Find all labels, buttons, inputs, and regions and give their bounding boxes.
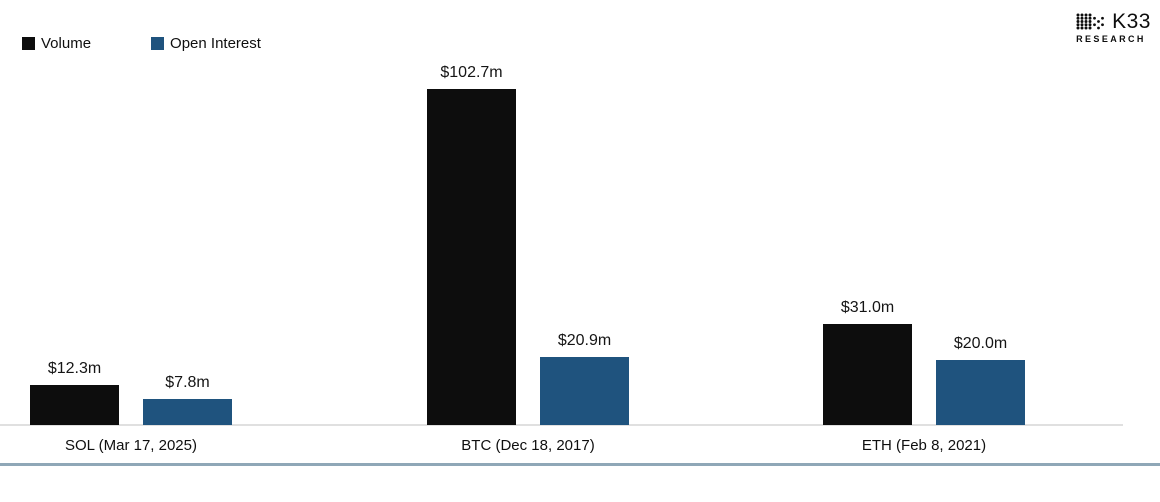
bar-volume-eth: $31.0m — [823, 299, 912, 425]
legend-item-open-interest: Open Interest — [151, 35, 261, 52]
category-label-eth: ETH (Feb 8, 2021) — [861, 437, 987, 454]
bar-value-label: $20.9m — [557, 332, 612, 349]
k33-research-logo: K33 RESEARCH — [1076, 11, 1151, 44]
bar-open-interest-eth: $20.0m — [936, 335, 1025, 425]
bottom-rule — [0, 463, 1160, 466]
legend-label-volume: Volume — [41, 35, 92, 52]
bar-value-label: $7.8m — [165, 374, 210, 391]
bar-volume-btc: $102.7m — [427, 64, 516, 425]
volume-swatch-icon — [22, 37, 35, 50]
category-label-btc: BTC (Dec 18, 2017) — [461, 437, 595, 454]
bar-open-interest-sol: $7.8m — [143, 374, 232, 425]
x-axis-line — [0, 424, 1123, 426]
bar-value-label: $12.3m — [47, 360, 102, 377]
bar-value-label: $102.7m — [440, 64, 503, 81]
open-interest-swatch-icon — [151, 37, 165, 50]
category-label-sol: SOL (Mar 17, 2025) — [64, 437, 197, 454]
k33-dot-mark-icon — [1076, 13, 1105, 30]
brand-subtitle: RESEARCH — [1076, 34, 1146, 44]
brand-name: K33 — [1112, 10, 1151, 33]
legend: Volume Open Interest — [22, 35, 261, 52]
legend-item-volume: Volume — [22, 35, 91, 52]
bar-value-label: $31.0m — [840, 299, 895, 316]
bar-volume-sol: $12.3m — [30, 360, 119, 425]
bar-value-label: $20.0m — [953, 335, 1008, 352]
bar-open-interest-btc: $20.9m — [540, 332, 629, 425]
logo-row: K33 — [1076, 11, 1151, 32]
legend-label-open-interest: Open Interest — [170, 35, 261, 52]
